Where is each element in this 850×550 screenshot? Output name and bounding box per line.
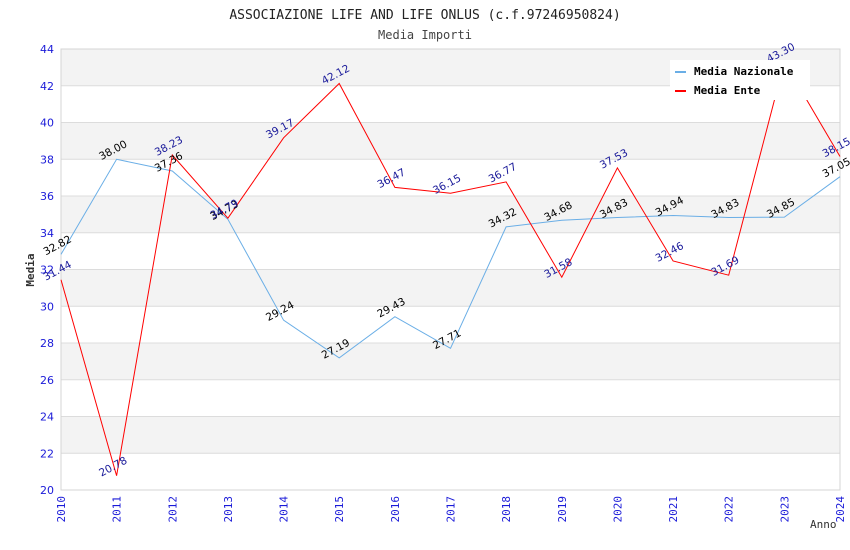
chart-subtitle: Media Importi <box>378 28 472 42</box>
y-tick-label: 32 <box>40 264 54 277</box>
y-tick-label: 44 <box>40 43 54 56</box>
y-axis-ticks: 20 22 24 26 28 30 32 34 36 38 40 42 44 <box>40 43 54 497</box>
legend-label-media-nazionale: Media Nazionale <box>694 65 794 78</box>
y-tick-label: 24 <box>40 411 54 424</box>
grid-band <box>61 196 840 233</box>
x-tick-label: 2019 <box>556 496 569 523</box>
x-tick-label: 2010 <box>55 496 68 523</box>
x-tick-label: 2012 <box>166 496 179 523</box>
legend: Media Nazionale Media Ente <box>670 60 810 100</box>
x-tick-label: 2023 <box>778 496 791 523</box>
y-tick-label: 34 <box>40 227 54 240</box>
x-tick-label: 2017 <box>445 496 458 523</box>
data-label: 20.78 <box>97 455 129 480</box>
series-line-media-nazionale <box>60 158 841 359</box>
data-label: 32.46 <box>654 240 686 265</box>
legend-label-media-ente: Media Ente <box>694 84 761 97</box>
y-axis-label: Media <box>24 253 37 286</box>
x-tick-label: 2011 <box>111 496 124 523</box>
data-label: 36.47 <box>375 166 407 191</box>
chart-title: ASSOCIAZIONE LIFE AND LIFE ONLUS (c.f.97… <box>229 8 620 23</box>
legend-box <box>670 60 810 100</box>
x-tick-label: 2015 <box>333 496 346 523</box>
y-tick-label: 40 <box>40 117 54 130</box>
x-tick-label: 2013 <box>222 496 235 523</box>
series-lines <box>60 60 841 476</box>
x-tick-label: 2018 <box>500 496 513 523</box>
x-tick-label: 2020 <box>611 496 624 523</box>
y-tick-label: 26 <box>40 374 54 387</box>
grid-band <box>61 269 840 307</box>
y-tick-label: 22 <box>40 447 54 460</box>
x-tick-label: 2024 <box>834 496 847 523</box>
y-tick-label: 20 <box>40 484 54 497</box>
y-tick-label: 28 <box>40 337 54 350</box>
x-axis-label: Anno <box>810 518 837 531</box>
x-tick-label: 2016 <box>389 496 402 523</box>
grid-bands <box>61 49 840 454</box>
y-tick-label: 42 <box>40 80 54 93</box>
x-axis-ticks: 2010 2011 2012 2013 2014 2015 2016 2017 2018 2019… <box>55 496 847 523</box>
data-label: 36.77 <box>487 161 519 186</box>
x-tick-label: 2022 <box>723 496 736 523</box>
plot-frame <box>60 48 841 491</box>
grid-band <box>61 122 840 160</box>
y-tick-label: 30 <box>40 300 54 313</box>
series-line-media-ente <box>60 60 841 476</box>
y-tick-label: 38 <box>40 153 54 166</box>
x-tick-label: 2021 <box>667 496 680 523</box>
x-tick-label: 2014 <box>278 496 291 523</box>
y-tick-label: 36 <box>40 190 54 203</box>
grid-band <box>61 343 840 380</box>
grid-band <box>61 416 840 454</box>
